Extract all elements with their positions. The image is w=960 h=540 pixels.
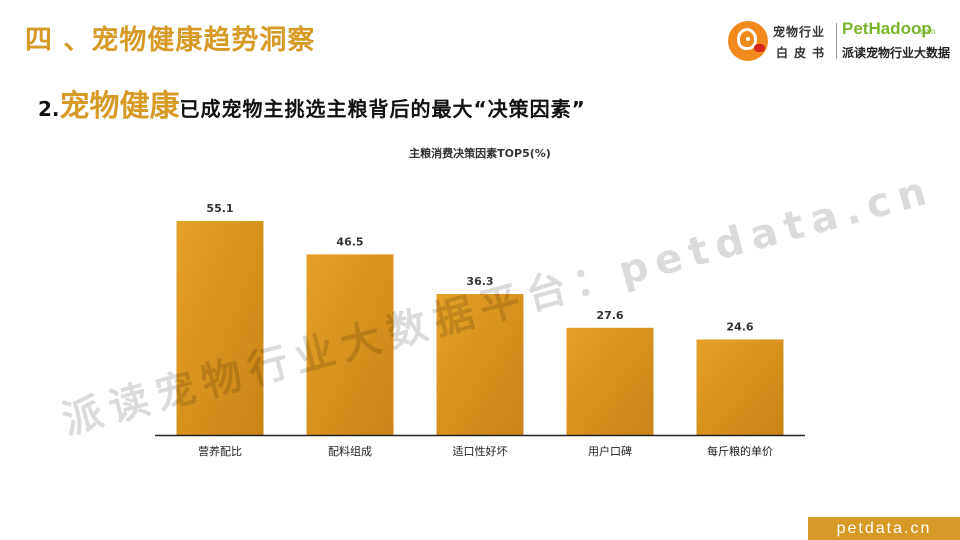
dog-logo-icon: [728, 21, 768, 61]
footer-site-tag: petdata.cn: [808, 517, 960, 540]
logo-divider: [836, 23, 837, 59]
logo-text-line2: 白皮书: [776, 46, 831, 60]
bar-2: [306, 254, 394, 435]
category-label-2: 配料组成: [328, 444, 372, 458]
bar-1: [176, 221, 264, 435]
section-title: 四 、宠物健康趋势洞察: [25, 25, 316, 56]
data-label-5: 24.6: [726, 320, 753, 333]
data-label-2: 46.5: [336, 235, 363, 248]
category-label-3: 适口性好坏: [453, 444, 508, 458]
data-label-4: 27.6: [596, 309, 623, 322]
headline-text: 已成宠物主挑选主粮背后的最大“决策因素”: [179, 97, 586, 121]
headline-number: 2.: [38, 97, 60, 121]
logo-text-line1: 宠物行业: [773, 25, 826, 39]
logo-brand-name: PetHadoop: [842, 19, 932, 38]
slide-headline: 2.宠物健康已成宠物主挑选主粮背后的最大“决策因素”: [38, 81, 586, 125]
category-label-1: 营养配比: [198, 444, 242, 458]
brand-logo: 宠物行业 白皮书 PetHadoop .com 派读宠物行业大数据: [728, 19, 956, 65]
logo-slogan: 派读宠物行业大数据: [842, 46, 951, 60]
logo-brand-suffix: .com: [918, 27, 936, 36]
category-label-4: 用户口碑: [588, 444, 632, 458]
chart-title: 主粮消费决策因素TOP5(%): [409, 146, 551, 160]
bar-4: [566, 327, 654, 435]
data-label-1: 55.1: [206, 202, 233, 215]
bar-3: [436, 294, 524, 435]
bars-layer: 55.1 营养配比 46.5 配料组成 36.3 适口性好坏 27.6 用户口碑 24.6 每斤粮…: [176, 202, 784, 458]
data-label-3: 36.3: [466, 275, 493, 288]
bar-5: [696, 339, 784, 435]
category-label-5: 每斤粮的单价: [707, 444, 773, 458]
headline-highlight: 宠物健康: [59, 89, 180, 124]
